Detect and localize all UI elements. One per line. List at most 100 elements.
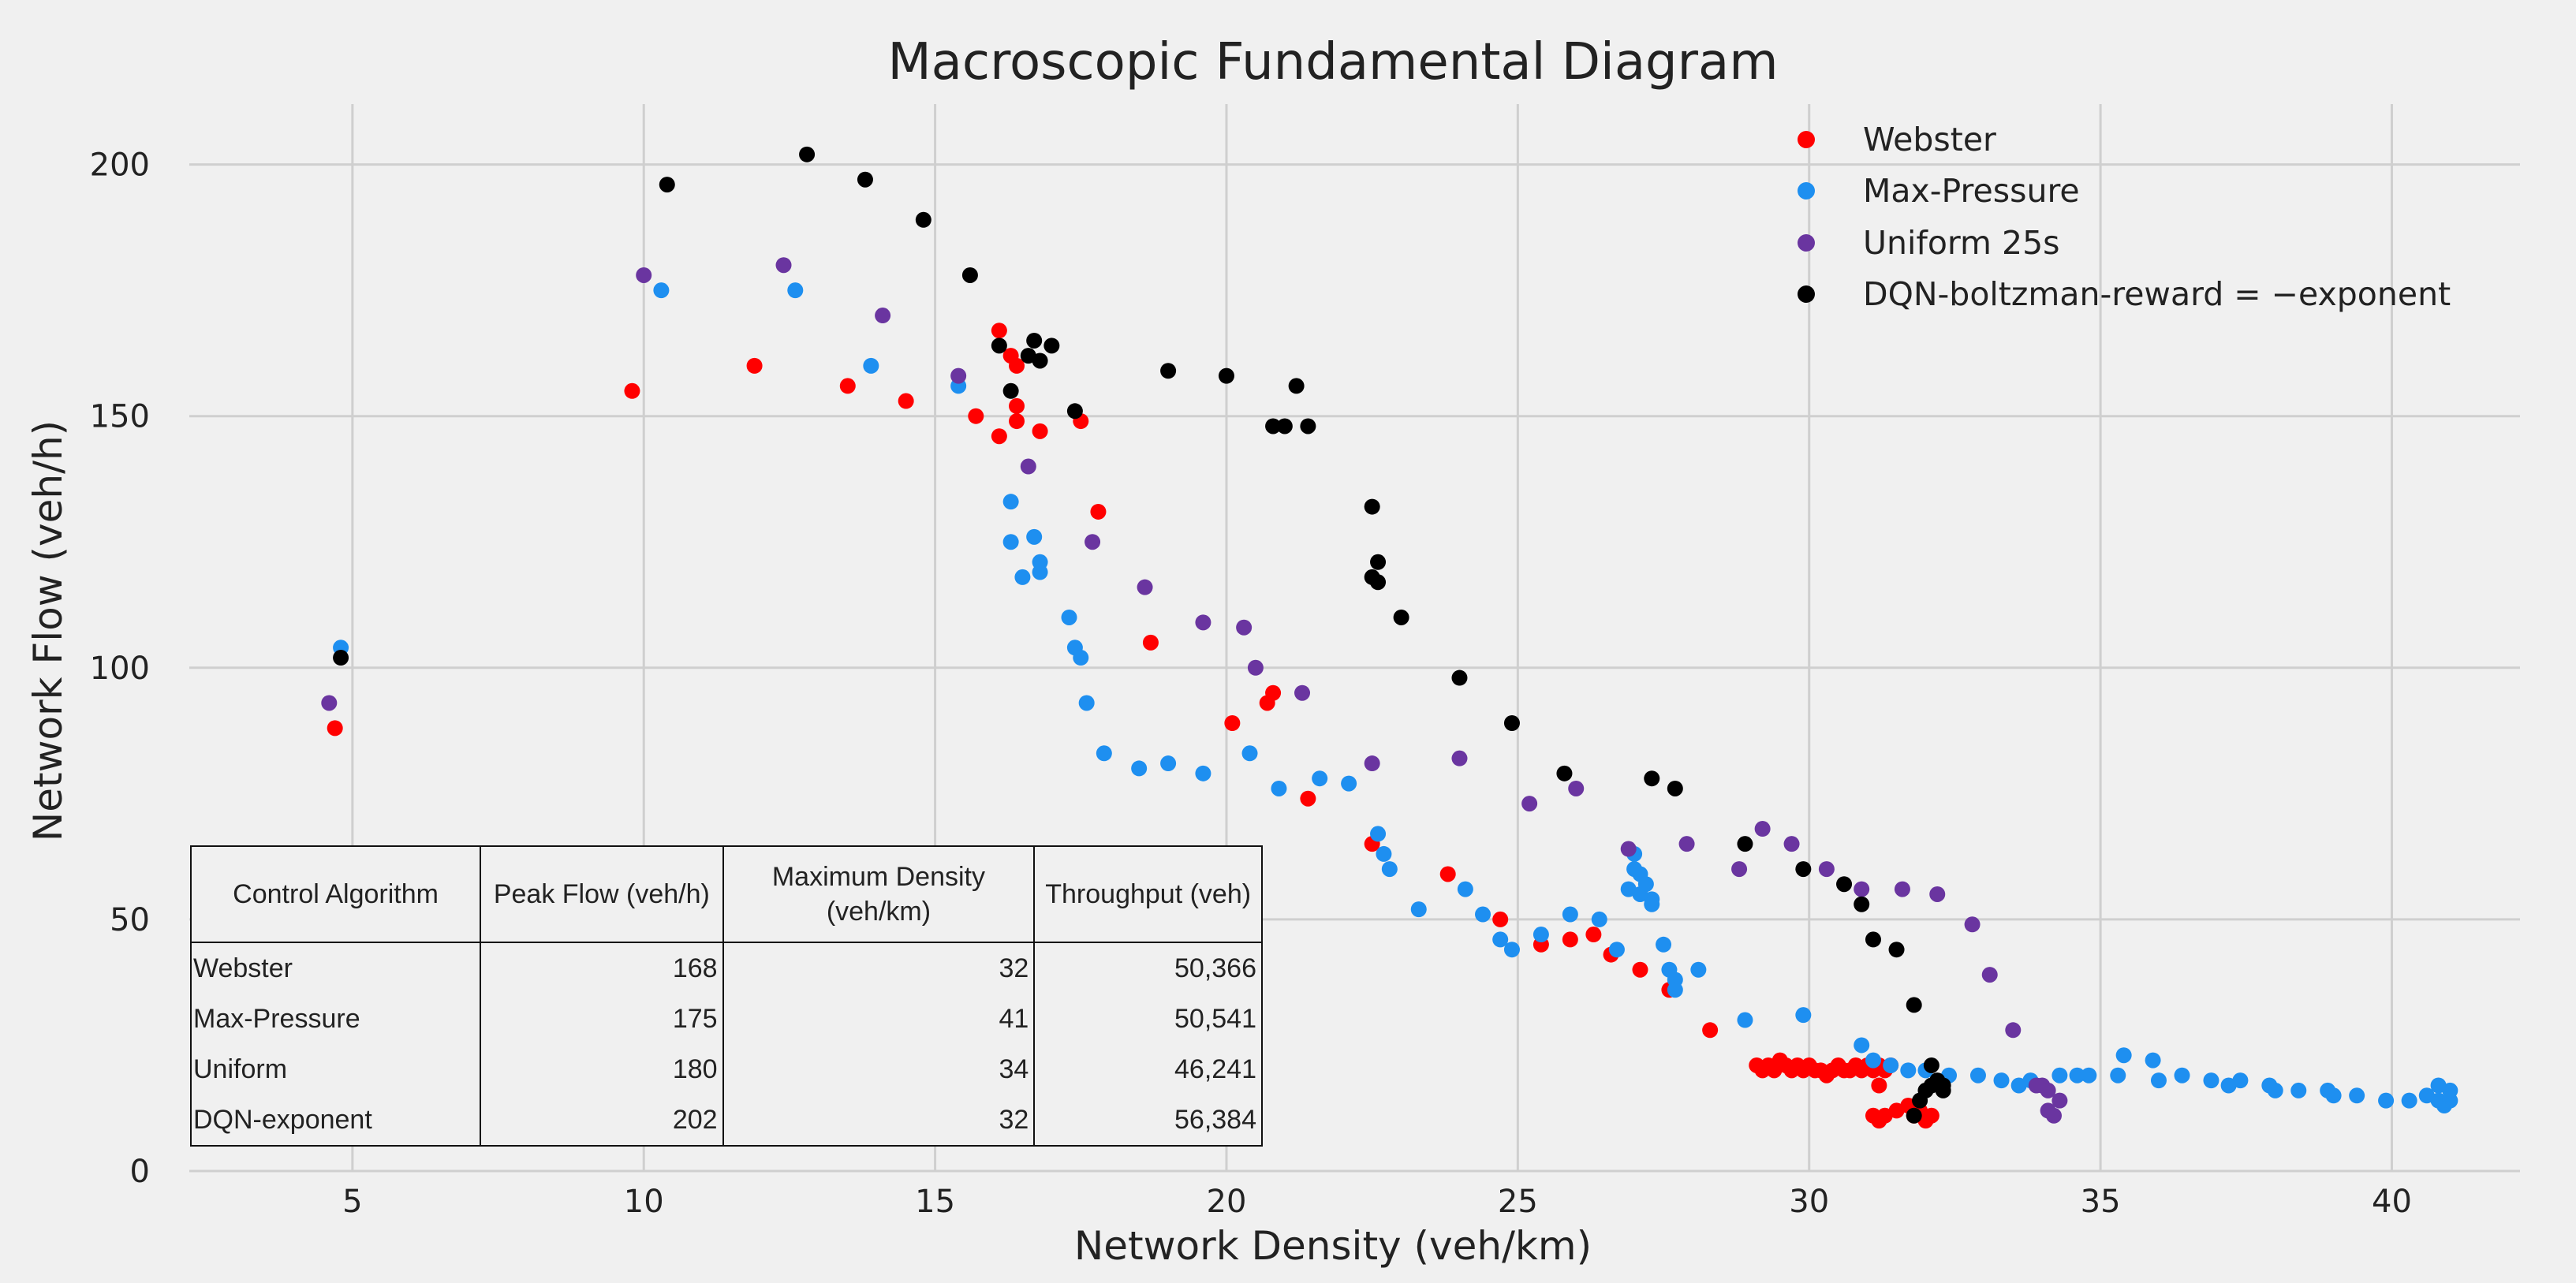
data-point xyxy=(1667,982,1683,998)
data-point xyxy=(1410,901,1427,918)
data-point xyxy=(1370,554,1387,570)
data-point xyxy=(1457,881,1473,897)
cell-max-density: 32 xyxy=(722,942,1036,994)
data-point xyxy=(1964,916,1981,933)
data-point xyxy=(1969,1067,1986,1083)
x-tick-label: 30 xyxy=(1789,1184,1829,1220)
data-point xyxy=(1265,418,1282,435)
data-point xyxy=(1871,1077,1887,1094)
data-point xyxy=(327,720,343,737)
data-point xyxy=(2046,1107,2062,1124)
data-point xyxy=(898,393,914,409)
summary-table: Control Algorithm Peak Flow (veh/h) Maxi… xyxy=(189,845,1263,1147)
table-row: Max-Pressure 175 41 50,541 xyxy=(189,994,1263,1044)
data-point xyxy=(1073,650,1089,666)
data-point xyxy=(775,257,792,274)
header-throughput: Throughput (veh) xyxy=(1033,845,1263,943)
data-point xyxy=(2069,1067,2085,1083)
x-tick-label: 15 xyxy=(915,1184,955,1220)
data-point xyxy=(1364,498,1380,515)
data-point xyxy=(1754,821,1771,837)
data-point xyxy=(1085,534,1101,550)
data-point xyxy=(1009,397,1025,414)
data-point xyxy=(1608,942,1625,958)
data-point xyxy=(1341,775,1357,792)
data-point xyxy=(1026,332,1043,349)
legend-marker-max-pressure xyxy=(1798,182,1815,200)
data-point xyxy=(1562,931,1578,948)
grid-lines xyxy=(189,104,2520,1173)
data-point xyxy=(1503,714,1520,731)
data-point xyxy=(991,338,1007,354)
y-tick-label: 0 xyxy=(130,1154,150,1190)
cell-throughput: 50,541 xyxy=(1033,994,1263,1044)
data-point xyxy=(1090,503,1107,520)
data-point xyxy=(2174,1067,2190,1083)
data-point xyxy=(2378,1092,2395,1109)
legend-marker-uniform xyxy=(1798,234,1815,252)
data-point xyxy=(321,695,338,711)
data-point xyxy=(1737,1012,1753,1028)
data-point xyxy=(1020,458,1036,475)
data-point xyxy=(1854,1037,1870,1054)
data-point xyxy=(2145,1052,2161,1069)
cell-algorithm: Webster xyxy=(189,942,482,994)
data-point xyxy=(1731,861,1748,878)
data-point xyxy=(1690,961,1707,978)
legend-label-max-pressure: Max-Pressure xyxy=(1863,172,2080,210)
data-point xyxy=(1002,382,1019,399)
data-point xyxy=(2401,1092,2417,1109)
cell-max-density: 32 xyxy=(722,1095,1036,1147)
data-point xyxy=(1475,906,1491,923)
data-point xyxy=(1854,881,1870,897)
data-point xyxy=(2267,1082,2283,1098)
data-point xyxy=(1078,695,1095,711)
cell-algorithm: Max-Pressure xyxy=(189,994,482,1044)
table-header-row: Control Algorithm Peak Flow (veh/h) Maxi… xyxy=(189,845,1263,943)
data-point xyxy=(1981,967,1998,983)
data-point xyxy=(1043,338,1060,354)
x-tick-label: 10 xyxy=(624,1184,664,1220)
data-point xyxy=(1521,796,1538,812)
data-point xyxy=(1439,866,1456,882)
data-point xyxy=(1900,1062,1917,1079)
data-point xyxy=(1265,684,1282,701)
data-point xyxy=(950,367,967,384)
data-point xyxy=(1492,911,1509,927)
data-point xyxy=(1376,845,1392,862)
data-point xyxy=(2028,1077,2044,1094)
cell-peak-flow: 175 xyxy=(480,994,724,1044)
scatter-points xyxy=(321,146,2458,1129)
data-point xyxy=(1865,1052,1881,1069)
cell-max-density: 41 xyxy=(722,994,1036,1044)
data-point xyxy=(1241,745,1258,762)
data-point xyxy=(915,211,931,228)
data-point xyxy=(1312,770,1328,787)
data-point xyxy=(1854,896,1870,912)
data-point xyxy=(1364,755,1380,772)
header-peak-flow: Peak Flow (veh/h) xyxy=(480,845,724,943)
data-point xyxy=(799,146,816,162)
x-tick-label: 35 xyxy=(2081,1184,2121,1220)
data-point xyxy=(2010,1077,2027,1094)
data-point xyxy=(333,650,349,666)
header-control-algorithm: Control Algorithm xyxy=(189,845,482,943)
data-point xyxy=(2290,1082,2307,1098)
cell-peak-flow: 180 xyxy=(480,1044,724,1095)
data-point xyxy=(1451,750,1468,766)
data-point xyxy=(1783,836,1800,852)
data-point xyxy=(653,282,670,299)
data-point xyxy=(636,267,652,283)
data-point xyxy=(787,282,804,299)
data-point xyxy=(991,323,1007,339)
data-point xyxy=(1678,836,1695,852)
data-point xyxy=(1393,609,1409,625)
data-point xyxy=(1836,876,1853,893)
data-point xyxy=(968,408,984,424)
data-point xyxy=(1137,579,1153,595)
data-point xyxy=(1032,564,1048,580)
data-point xyxy=(659,177,675,193)
data-point xyxy=(2325,1087,2342,1104)
data-point xyxy=(1894,881,1910,897)
